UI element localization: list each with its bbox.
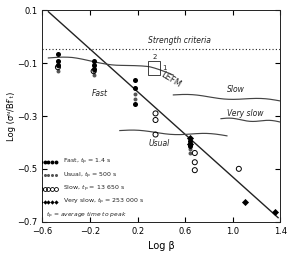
Point [193, 160, 197, 164]
Text: Very slow: Very slow [227, 109, 263, 117]
Text: 2: 2 [152, 54, 156, 60]
Point [243, 200, 247, 204]
Point [56, 52, 60, 56]
Text: Strength criteria: Strength criteria [148, 36, 211, 45]
Point [272, 210, 277, 214]
Point [153, 118, 158, 122]
Point [236, 167, 241, 171]
Text: Slow: Slow [227, 85, 245, 94]
Point [188, 136, 192, 141]
Point [56, 65, 60, 69]
Text: $t_\mathrm{p}$ = average time to peak: $t_\mathrm{p}$ = average time to peak [46, 211, 127, 221]
Point [133, 78, 138, 83]
Point [188, 151, 192, 155]
Point [188, 143, 192, 147]
Text: LEFM: LEFM [159, 70, 183, 90]
Point [133, 97, 138, 101]
Point [91, 62, 96, 67]
Text: 1: 1 [162, 65, 167, 71]
Point [56, 59, 60, 63]
Point [188, 142, 192, 146]
Point [188, 139, 192, 143]
Y-axis label: Log (σᴺ/Bf′ₜ): Log (σᴺ/Bf′ₜ) [7, 91, 16, 141]
Bar [148, 61, 160, 75]
Point [193, 151, 197, 155]
Text: Very slow, $t_\mathrm{p}$ = 253 000 s: Very slow, $t_\mathrm{p}$ = 253 000 s [63, 197, 144, 207]
Point [188, 142, 192, 146]
Point [133, 86, 138, 90]
Point [153, 111, 158, 116]
Point [133, 86, 138, 90]
Text: Usual, $t_\mathrm{p}$ = 500 s: Usual, $t_\mathrm{p}$ = 500 s [63, 170, 117, 181]
Point [91, 67, 96, 71]
Point [91, 73, 96, 77]
Point [56, 59, 60, 63]
Text: Usual: Usual [148, 139, 170, 148]
Text: Slow, $t_\mathrm{p}$ = 13 650 s: Slow, $t_\mathrm{p}$ = 13 650 s [63, 183, 125, 194]
Point [133, 102, 138, 106]
Point [91, 69, 96, 73]
Point [56, 69, 60, 73]
Point [193, 168, 197, 172]
Point [133, 92, 138, 96]
Point [153, 132, 158, 136]
Text: Fast: Fast [91, 89, 108, 98]
Point [91, 69, 96, 73]
Point [188, 144, 192, 148]
Point [91, 59, 96, 63]
Point [91, 64, 96, 68]
Point [188, 147, 192, 151]
Point [56, 62, 60, 67]
Point [56, 64, 60, 68]
Text: Fast, $t_\mathrm{p}$ = 1.4 s: Fast, $t_\mathrm{p}$ = 1.4 s [63, 157, 111, 167]
X-axis label: Log β: Log β [148, 241, 175, 251]
